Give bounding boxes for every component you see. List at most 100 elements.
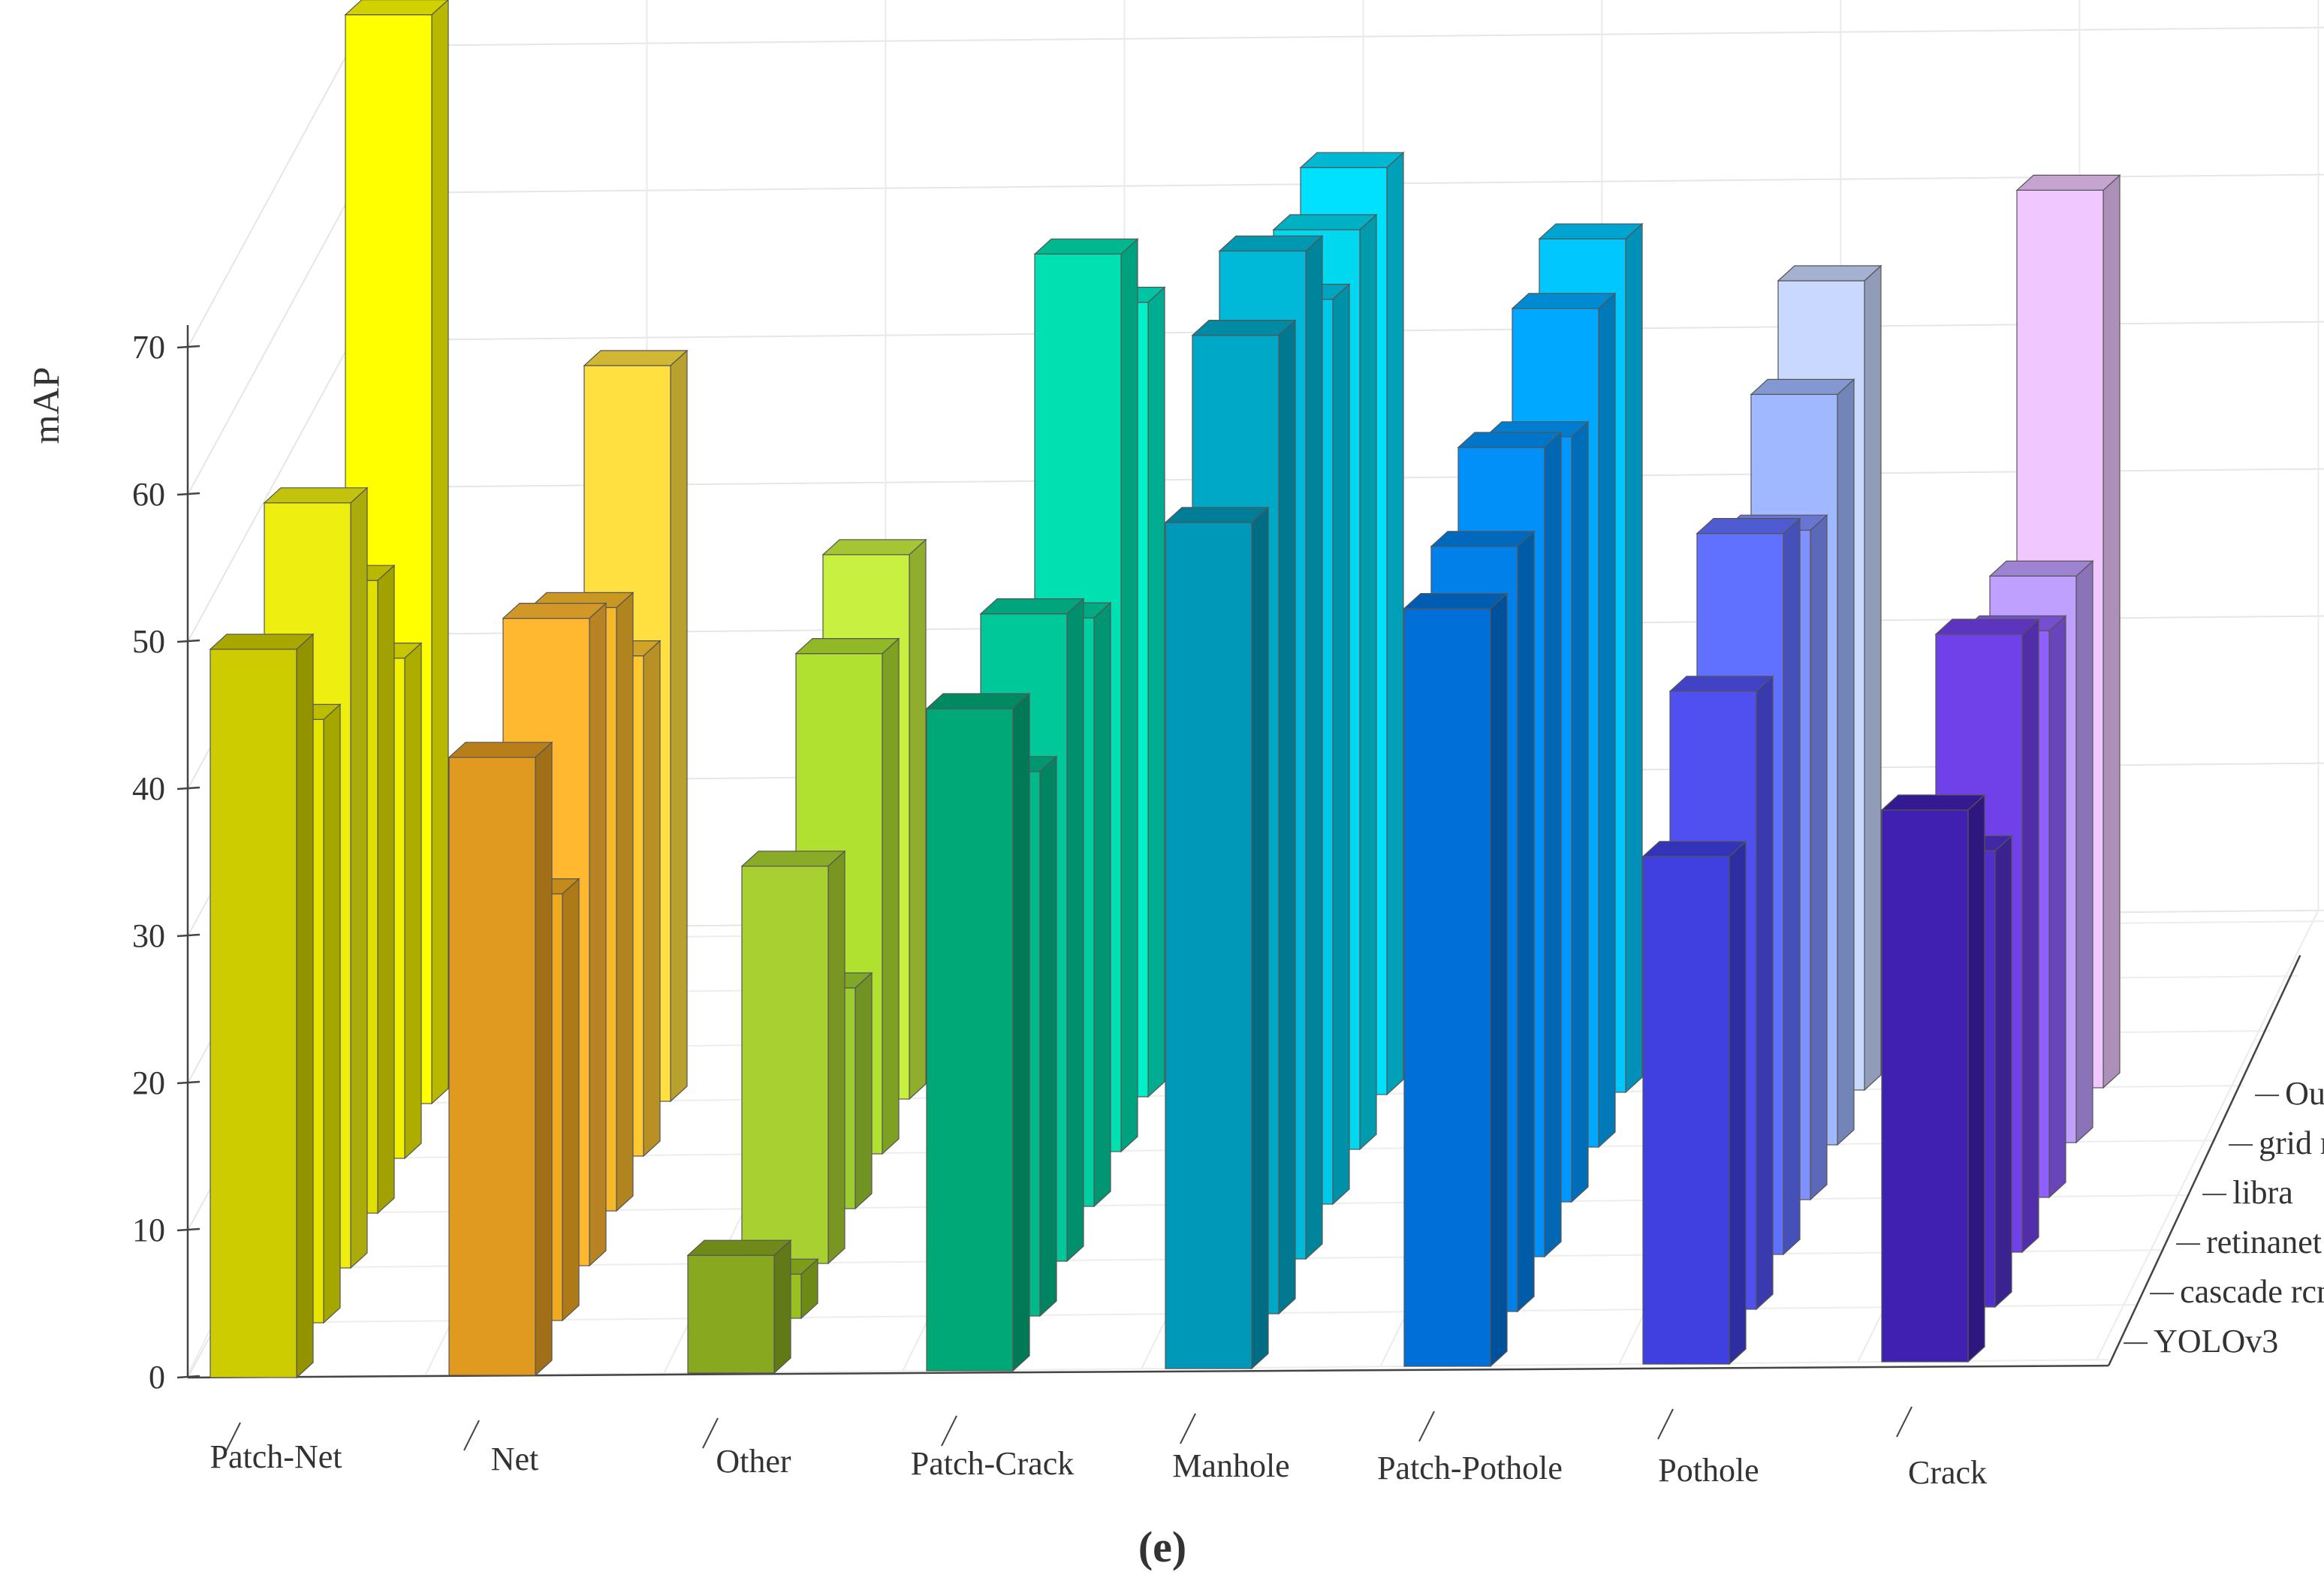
series-label: cascade rcnn bbox=[2180, 1273, 2324, 1310]
bar-top bbox=[1164, 507, 1270, 523]
bar-side bbox=[1332, 283, 1350, 1206]
bar-side bbox=[1837, 378, 1855, 1146]
bar-side bbox=[535, 741, 553, 1377]
y-tick bbox=[176, 492, 200, 496]
x-tick bbox=[702, 1417, 719, 1449]
y-tick-label: 10 bbox=[132, 1212, 165, 1248]
bar-side bbox=[827, 850, 846, 1265]
bar-side bbox=[377, 564, 395, 1215]
bar-top bbox=[740, 851, 846, 867]
bar-side bbox=[2021, 618, 2039, 1254]
x-tick-label: Crack bbox=[1908, 1454, 1987, 1491]
bars bbox=[209, 0, 2121, 1379]
y-tick bbox=[176, 933, 200, 938]
bar-side bbox=[1544, 431, 1562, 1258]
bar-top bbox=[263, 487, 369, 504]
bar-net-yolov3 bbox=[448, 741, 553, 1377]
bar-front bbox=[687, 1254, 775, 1374]
bar-top bbox=[448, 742, 553, 758]
x-tick bbox=[1896, 1406, 1913, 1438]
bar-top bbox=[1403, 592, 1509, 610]
bar-manhole-yolov3 bbox=[1164, 506, 1270, 1370]
bar-top bbox=[1191, 320, 1297, 336]
bar-side bbox=[1598, 292, 1616, 1149]
bar-top bbox=[583, 350, 689, 366]
bar-side bbox=[562, 878, 580, 1322]
bar-top bbox=[1750, 378, 1855, 396]
bar-top bbox=[1934, 619, 2040, 635]
bar-top bbox=[1033, 238, 1139, 254]
x-tick bbox=[225, 1422, 241, 1453]
bar-top bbox=[2015, 174, 2121, 191]
series-label: libra bbox=[2232, 1174, 2293, 1211]
bar-top bbox=[1880, 794, 1986, 811]
bar-side bbox=[1066, 598, 1084, 1263]
bar-top bbox=[1218, 235, 1324, 251]
bar-side bbox=[1039, 755, 1057, 1318]
bar-side bbox=[1864, 264, 1882, 1092]
bar-front bbox=[448, 757, 536, 1376]
series-label: grid rcnn bbox=[2259, 1125, 2324, 1161]
bar-side bbox=[616, 592, 634, 1212]
bar-top bbox=[1511, 293, 1617, 309]
x-tick bbox=[941, 1415, 957, 1447]
bar-side bbox=[882, 637, 900, 1155]
y-tick-label: 60 bbox=[132, 476, 165, 513]
bar-side bbox=[1571, 420, 1589, 1203]
bar-side bbox=[1305, 235, 1323, 1260]
bar-top bbox=[502, 602, 607, 619]
bar-side bbox=[1756, 675, 1774, 1311]
bar-top bbox=[979, 598, 1085, 615]
y-tick bbox=[176, 345, 200, 349]
bar-crack-yolov3 bbox=[1880, 794, 1986, 1363]
bar-side bbox=[1012, 692, 1030, 1372]
bar-front bbox=[1403, 607, 1491, 1367]
y-tick-label: 30 bbox=[132, 917, 165, 954]
bar-side bbox=[670, 349, 688, 1103]
bar-top bbox=[821, 539, 927, 556]
bar-top bbox=[1988, 560, 2094, 577]
bar-other-yolov3 bbox=[686, 1239, 792, 1375]
bar-top bbox=[686, 1239, 792, 1256]
x-tick bbox=[1657, 1408, 1674, 1440]
bar-side bbox=[1729, 840, 1747, 1366]
side-gridline bbox=[187, 0, 378, 348]
x-tick bbox=[1180, 1413, 1196, 1444]
bar-side bbox=[1147, 286, 1165, 1098]
bar-top bbox=[1538, 223, 1644, 239]
y-axis-title: mAP bbox=[25, 367, 67, 444]
bar-top bbox=[209, 634, 315, 650]
bar-top bbox=[1668, 676, 1774, 692]
bar-side bbox=[1251, 506, 1269, 1370]
x-tick-label: Other bbox=[716, 1443, 791, 1480]
bar-front bbox=[1881, 809, 1969, 1363]
bar-side bbox=[296, 633, 314, 1379]
series-label: YOLOv3 bbox=[2154, 1323, 2278, 1360]
bar-side bbox=[350, 486, 368, 1269]
back-gridline bbox=[432, 26, 2324, 47]
bar-side bbox=[909, 538, 927, 1101]
bar-top bbox=[1777, 265, 1882, 282]
bar-side bbox=[1967, 794, 1985, 1363]
bar-side bbox=[773, 1239, 791, 1375]
y-tick-label: 40 bbox=[132, 770, 165, 807]
y-tick-label: 70 bbox=[132, 329, 165, 366]
y-tick bbox=[176, 1080, 200, 1085]
bar-side bbox=[1120, 238, 1138, 1153]
bar-pothole-yolov3 bbox=[1641, 840, 1747, 1366]
bar-patch-net-yolov3 bbox=[209, 633, 315, 1379]
bar-side bbox=[1359, 213, 1377, 1151]
y-tick-label: 20 bbox=[132, 1065, 165, 1101]
bar-side bbox=[2102, 174, 2121, 1089]
x-tick-label: Patch-Crack bbox=[911, 1445, 1074, 1482]
bar-side bbox=[589, 602, 607, 1267]
bar-side bbox=[1490, 592, 1508, 1368]
bar-side bbox=[2048, 615, 2066, 1199]
x-tick-label: Manhole bbox=[1172, 1447, 1289, 1484]
x-tick-label: Patch-Net bbox=[210, 1438, 342, 1475]
bar-front bbox=[1165, 522, 1252, 1369]
y-tick-label: 50 bbox=[132, 623, 165, 660]
bar-side bbox=[1517, 530, 1535, 1313]
bar-top bbox=[344, 0, 449, 16]
tick-labels: 0 10 20 30 40 50 60 70 Patch-Net Net Other Patch-Cr… bbox=[132, 329, 2324, 1491]
